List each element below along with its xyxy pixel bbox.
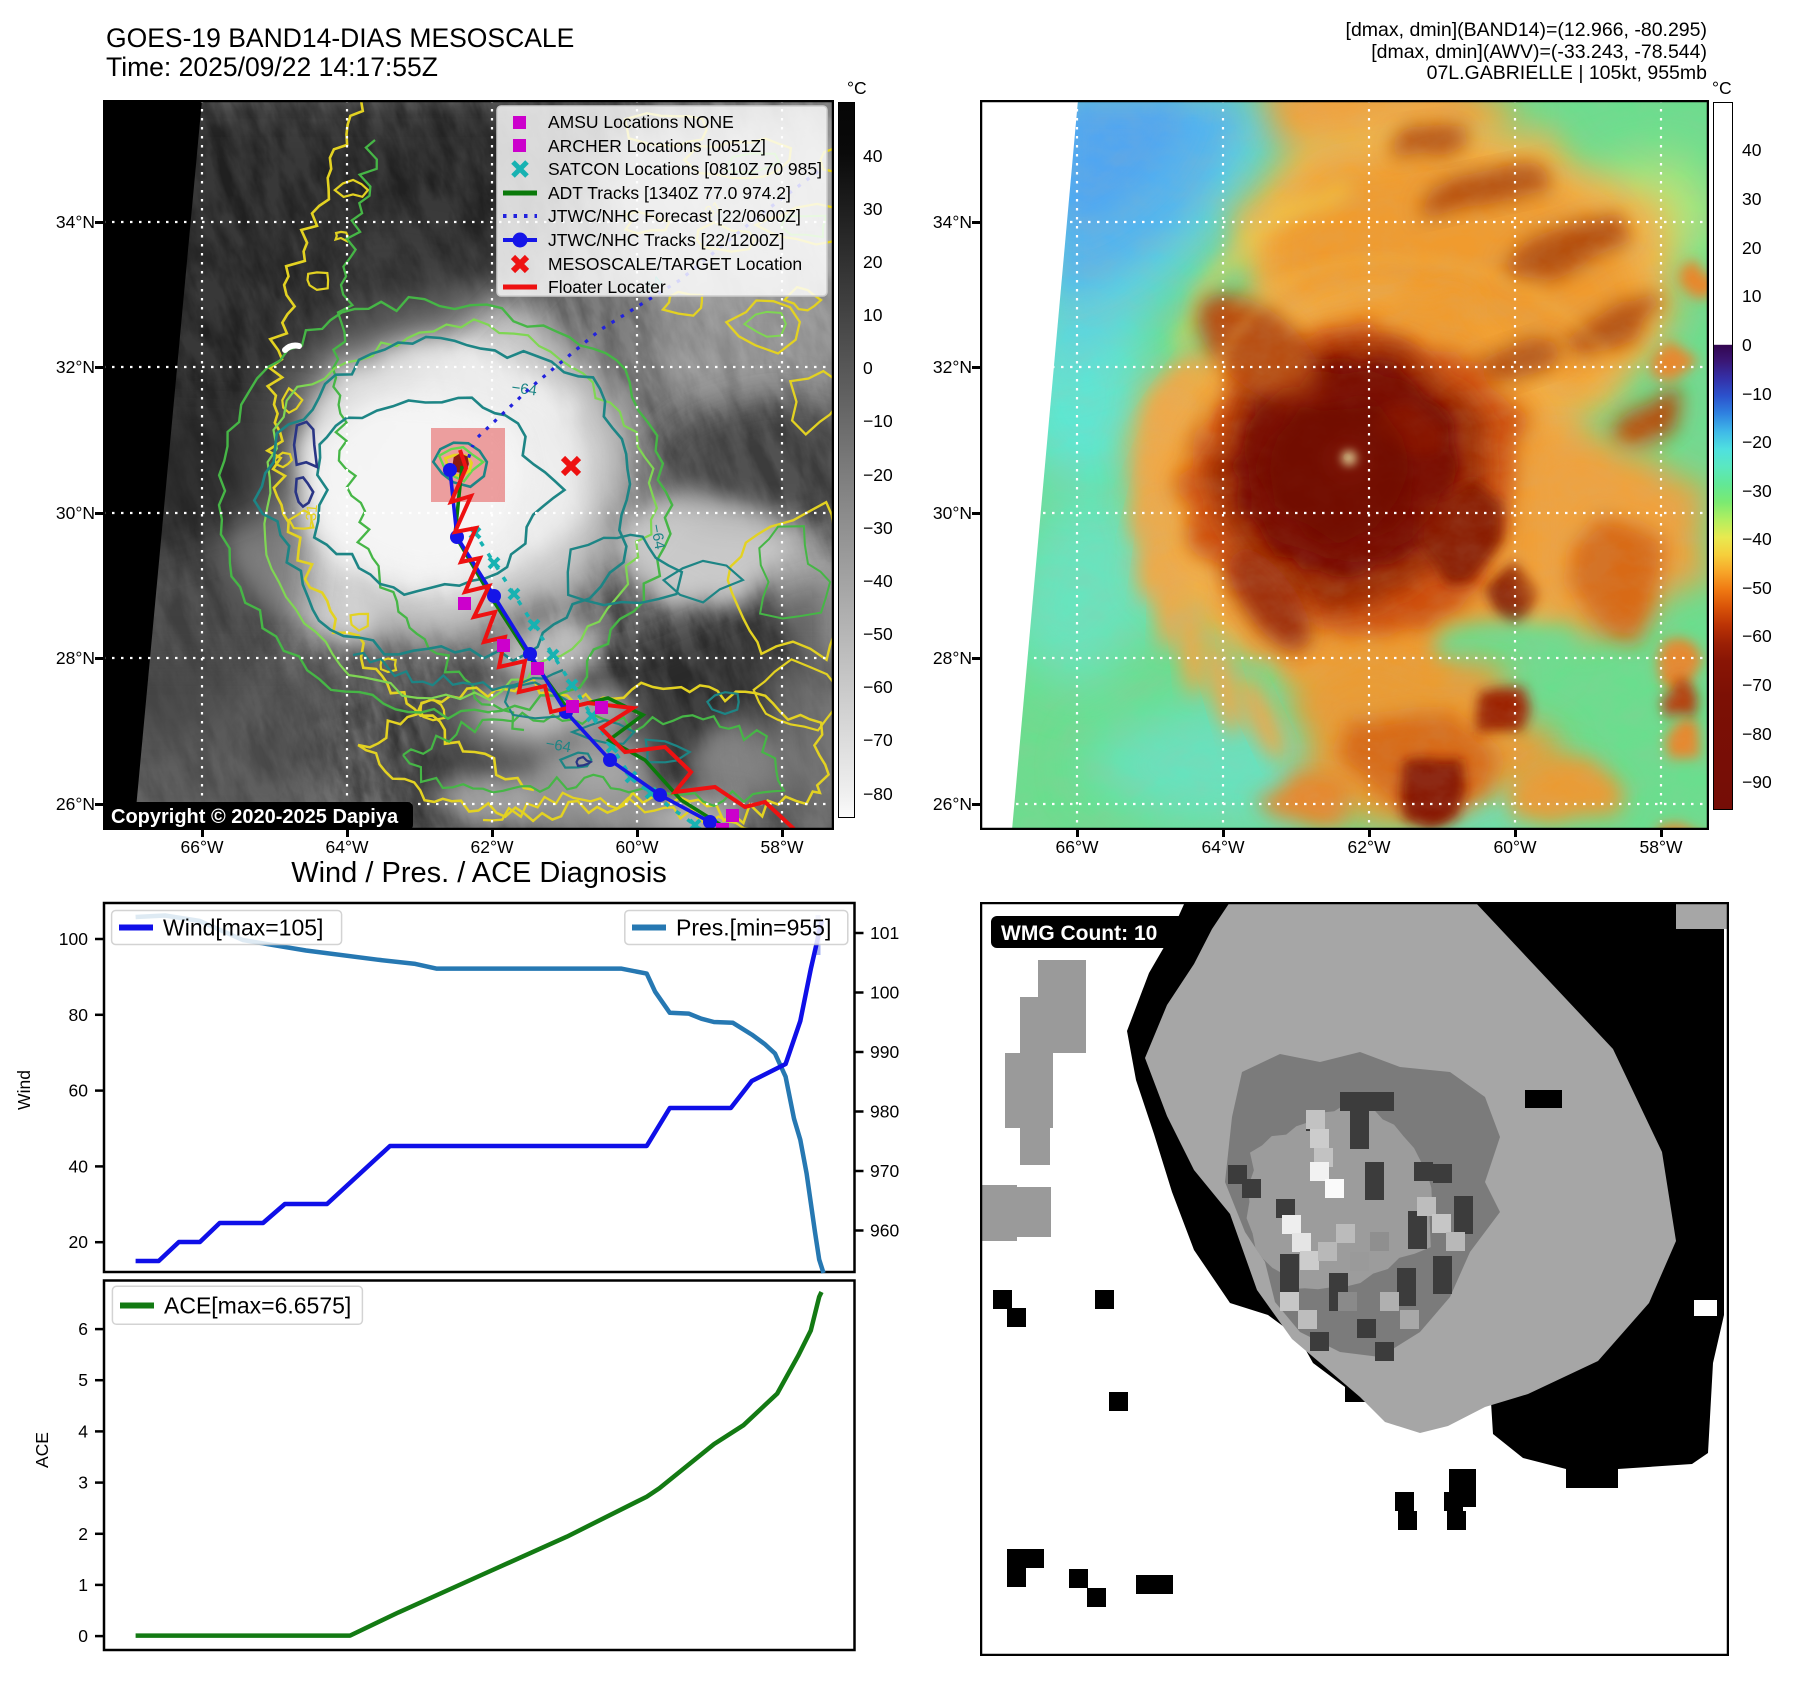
svg-text:990: 990 (870, 1042, 899, 1062)
svg-text:2: 2 (78, 1524, 88, 1544)
svg-text:JTWC/NHC Tracks [22/1200Z]: JTWC/NHC Tracks [22/1200Z] (548, 230, 784, 250)
svg-text:960: 960 (870, 1221, 899, 1241)
svg-text:ADT Tracks [1340Z 77.0 974.2]: ADT Tracks [1340Z 77.0 974.2] (548, 183, 791, 203)
svg-text:SATCON Locations [0810Z 70 985: SATCON Locations [0810Z 70 985] (548, 159, 822, 179)
svg-text:AMSU Locations NONE: AMSU Locations NONE (548, 112, 734, 132)
svg-text:−31: −31 (302, 504, 321, 531)
svg-text:3: 3 (78, 1473, 88, 1493)
svg-text:Wind: Wind (14, 1070, 34, 1110)
svg-text:40: 40 (69, 1156, 89, 1176)
svg-text:20: 20 (69, 1232, 89, 1252)
svg-text:100: 100 (59, 929, 88, 949)
svg-text:1: 1 (78, 1575, 88, 1595)
svg-text:Pres.[min=955]: Pres.[min=955] (676, 915, 831, 941)
svg-text:80: 80 (69, 1005, 89, 1025)
svg-text:6: 6 (78, 1319, 88, 1339)
svg-text:1000: 1000 (870, 983, 900, 1003)
svg-text:ARCHER Locations [0051Z]: ARCHER Locations [0051Z] (548, 136, 766, 156)
svg-text:WMG Count: 10: WMG Count: 10 (1001, 922, 1157, 945)
svg-text:Wind[max=105]: Wind[max=105] (163, 915, 323, 941)
svg-text:4: 4 (78, 1421, 88, 1441)
svg-text:0: 0 (78, 1626, 88, 1646)
svg-text:1010: 1010 (870, 923, 900, 943)
svg-text:ACE[max=6.6575]: ACE[max=6.6575] (164, 1293, 351, 1319)
svg-text:−64: −64 (510, 379, 538, 399)
svg-text:−64: −64 (647, 523, 668, 551)
svg-text:Wind / Pres. / ACE Diagnosis: Wind / Pres. / ACE Diagnosis (291, 857, 667, 889)
svg-text:60: 60 (69, 1081, 89, 1101)
svg-text:JTWC/NHC Forecast [22/0600Z]: JTWC/NHC Forecast [22/0600Z] (548, 206, 801, 226)
svg-text:Floater Locater: Floater Locater (548, 277, 666, 297)
svg-text:ACE: ACE (32, 1432, 52, 1468)
svg-text:5: 5 (78, 1370, 88, 1390)
svg-text:980: 980 (870, 1102, 899, 1122)
svg-text:−64: −64 (544, 735, 572, 756)
svg-text:970: 970 (870, 1161, 899, 1181)
svg-text:MESOSCALE/TARGET Location: MESOSCALE/TARGET Location (548, 254, 802, 274)
svg-text:Copyright © 2020-2025 Dapiya: Copyright © 2020-2025 Dapiya (111, 806, 399, 828)
